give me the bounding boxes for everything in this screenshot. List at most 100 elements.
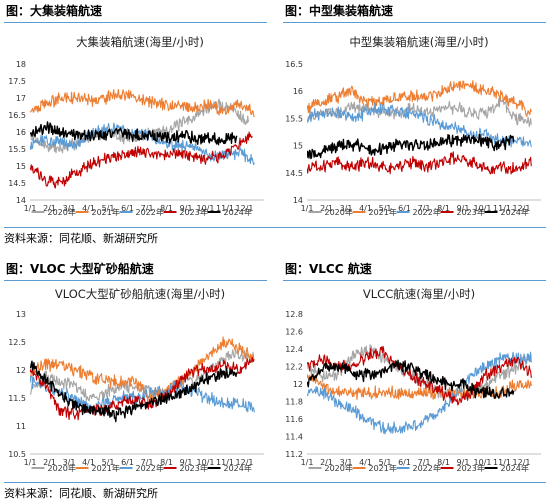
legend-label: 2021年 [92,463,120,473]
source-rule [4,482,546,483]
legend-label: 2024年 [501,207,529,217]
x-tick-label: 11/1 [216,204,234,213]
legend-label: 2022年 [413,207,441,217]
y-tick-label: 16 [293,87,303,96]
x-tick-label: 9/1 [457,458,470,467]
y-tick-label: 12.4 [285,345,303,354]
x-tick-label: 11/1 [493,458,511,467]
legend-label: 2020年 [48,463,76,473]
series-group [307,80,532,175]
series-line-2024年 [307,359,515,399]
x-tick-label: 11/1 [216,458,234,467]
y-tick-label: 12 [293,380,303,389]
x-tick-label: 12/1 [236,204,254,213]
x-tick-label: 12/1 [513,458,531,467]
chart-1: 中型集装箱航速(海里/小时) 14 14.5 15 15.5 16 16.5 1/1 2/1 3/… [285,35,541,217]
y-tick-label: 15.5 [8,145,26,154]
x-tick-label: 3/1 [63,204,76,213]
legend-label: 2023年 [457,207,485,217]
y-tick-label: 16.5 [8,111,26,120]
y-tick-label: 16 [16,128,26,137]
series-line-2024年 [307,133,515,160]
legend-label: 2023年 [180,207,208,217]
x-tick-label: 10/1 [474,204,492,213]
y-tick-label: 18 [16,60,26,69]
legend-label: 2021年 [369,463,397,473]
y-tick-label: 16.5 [285,60,303,69]
y-tick-label: 17 [16,94,26,103]
x-tick-label: 1/1 [301,204,314,213]
x-tick-label: 5/1 [379,458,392,467]
y-tick-label: 11 [16,422,26,431]
y-tick-label: 15.5 [285,114,303,123]
x-tick-label: 11/1 [493,204,511,213]
y-tick-label: 14 [16,196,26,205]
chart-title: 中型集装箱航速(海里/小时) [349,35,488,49]
x-tick-label: 2/1 [43,204,56,213]
x-tick-label: 12/1 [513,204,531,213]
x-tick-label: 6/1 [121,458,134,467]
y-tick-label: 12.2 [285,363,303,372]
y-tick-label: 14 [293,196,303,205]
y-tick-label: 15 [16,162,26,171]
x-tick-label: 4/1 [359,458,372,467]
x-tick-label: 5/1 [102,204,115,213]
caption-rule [283,22,546,23]
x-tick-label: 4/1 [82,458,95,467]
x-tick-label: 3/1 [340,204,353,213]
x-tick-label: 8/1 [437,204,450,213]
series-line-2023年 [30,131,253,189]
series-group [30,336,255,423]
y-tick-label: 12.5 [8,338,26,347]
x-tick-label: 5/1 [379,204,392,213]
legend-label: 2022年 [136,463,164,473]
x-tick-label: 7/1 [141,458,154,467]
y-tick-label: 12.6 [285,328,303,337]
x-tick-label: 1/1 [24,458,37,467]
series-line-2022年 [30,375,255,414]
y-tick-label: 13 [16,310,26,319]
x-tick-label: 9/1 [180,204,193,213]
x-tick-label: 1/1 [301,458,314,467]
x-tick-label: 2/1 [320,204,333,213]
x-tick-label: 7/1 [141,204,154,213]
x-tick-label: 6/1 [121,204,134,213]
x-tick-label: 5/1 [102,458,115,467]
chart-title: 大集装箱航速(海里/小时) [76,35,204,49]
chart-panel-medium-container: 中型集装箱航速(海里/小时) 14 14.5 15 15.5 16 16.5 1/1 2/1 3/… [279,24,550,220]
y-tick-label: 11.2 [285,450,303,459]
chart-caption-medium-container: 图：中型集装箱航速 [285,4,394,18]
x-tick-label: 9/1 [180,458,193,467]
series-line-2021年 [30,88,255,118]
series-line-2021年 [307,80,532,117]
legend-label: 2022年 [413,463,441,473]
source-rule [4,227,546,228]
x-tick-label: 12/1 [236,458,254,467]
caption-rule [4,280,267,281]
chart-caption-large-container: 图：大集装箱航速 [6,4,103,18]
chart-3: VLCC航速(海里/小时) 11.2 11.4 11.6 11.8 12 12.2 12.4 1… [285,287,541,473]
chart-caption-vloc: 图：VLOC 大型矿砂船航速 [6,262,154,276]
chart-0: 大集装箱航速(海里/小时) 14 14.5 15 15.5 16 16.5 17 17.5 18 1… [8,35,264,217]
x-tick-label: 6/1 [398,458,411,467]
y-tick-label: 11.6 [285,415,303,424]
x-tick-label: 7/1 [418,458,431,467]
y-tick-label: 14.5 [285,169,303,178]
series-line-2023年 [307,151,532,175]
x-tick-label: 8/1 [437,458,450,467]
y-tick-label: 11.4 [285,433,303,442]
source-note: 资料来源：同花顺、新湖研究所 [4,487,158,500]
legend-label: 2020年 [325,463,353,473]
legend-label: 2022年 [136,207,164,217]
legend-label: 2021年 [369,207,397,217]
y-tick-label: 11.5 [8,394,26,403]
x-tick-label: 2/1 [320,458,333,467]
x-tick-label: 8/1 [160,458,173,467]
series-group [30,88,255,189]
series-line-2024年 [30,121,238,146]
legend-label: 2023年 [180,463,208,473]
chart-panel-vlcc: VLCC航速(海里/小时) 11.2 11.4 11.6 11.8 12 12.2 12.4 1… [279,282,550,478]
x-tick-label: 4/1 [359,204,372,213]
y-tick-label: 11.8 [285,398,303,407]
x-tick-label: 9/1 [457,204,470,213]
